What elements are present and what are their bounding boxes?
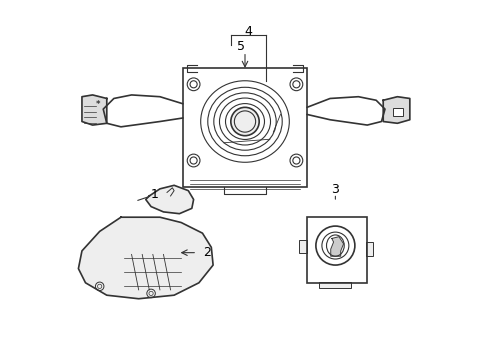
Polygon shape	[331, 237, 343, 256]
Text: 5: 5	[238, 40, 245, 53]
Polygon shape	[78, 217, 213, 299]
FancyBboxPatch shape	[366, 242, 373, 256]
Text: 4: 4	[245, 24, 252, 38]
Polygon shape	[82, 95, 107, 125]
FancyBboxPatch shape	[299, 240, 307, 253]
Text: 3: 3	[331, 184, 339, 197]
Text: 1: 1	[151, 188, 159, 201]
Circle shape	[231, 107, 259, 136]
FancyBboxPatch shape	[319, 282, 351, 288]
FancyBboxPatch shape	[393, 108, 403, 116]
Polygon shape	[146, 185, 194, 214]
Text: 2: 2	[203, 246, 211, 259]
Polygon shape	[383, 97, 410, 123]
Text: *: *	[96, 100, 100, 109]
